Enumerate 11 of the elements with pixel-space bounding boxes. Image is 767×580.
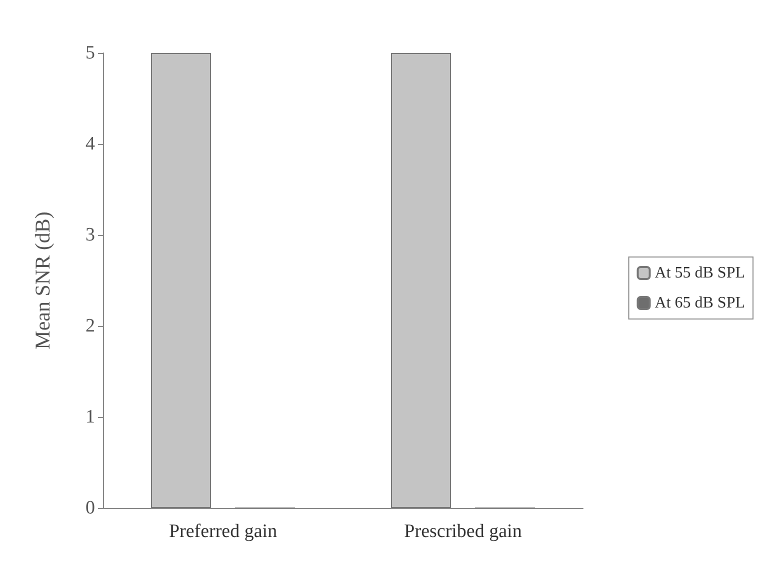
- legend-label: At 65 dB SPL: [654, 294, 746, 312]
- y-tick-label: 0: [86, 498, 95, 518]
- y-tick-label: 3: [86, 224, 95, 246]
- y-tick-label: 4: [86, 134, 96, 154]
- legend-label: At 55 dB SPL: [654, 264, 746, 282]
- y-tick-label: 2: [86, 316, 95, 336]
- y-tick-label: 5: [86, 42, 95, 64]
- y-axis-title: Mean SNR (dB): [30, 212, 54, 350]
- x-tick-label: Prescribed gain: [404, 521, 522, 542]
- x-tick-label: Preferred gain: [168, 521, 278, 542]
- y-tick-label: 1: [86, 406, 95, 428]
